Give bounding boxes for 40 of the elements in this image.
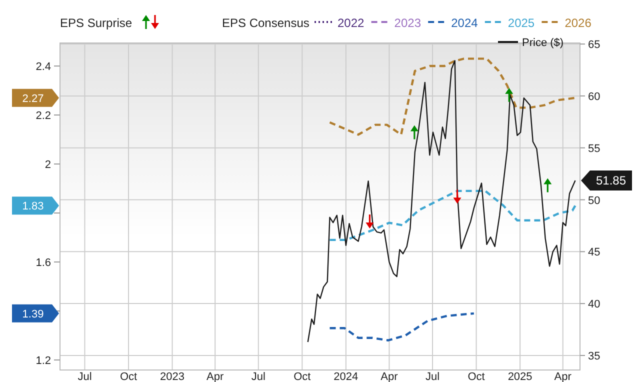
x-tick-label: 2023 <box>160 371 185 382</box>
x-tick-label: Oct <box>468 371 485 382</box>
y-tick-label: 2.2 <box>36 110 51 122</box>
legend-label: 2026 <box>564 16 592 30</box>
line-series <box>307 60 576 343</box>
y-tick-label: 2 <box>44 159 51 171</box>
legend-title: EPS Consensus <box>222 16 310 30</box>
y2-tick-label: 45 <box>588 246 600 259</box>
line-series <box>328 312 476 342</box>
y2-tick-label: 40 <box>588 298 600 311</box>
y2-tick-label: 60 <box>588 90 600 103</box>
data-label: 51.85 <box>596 174 626 188</box>
x-tick-label: Oct <box>294 371 311 382</box>
x-tick-label: Apr <box>554 371 572 382</box>
legend-label: Price ($) <box>522 37 564 49</box>
legend-label: 2023 <box>394 16 422 30</box>
y-tick-label: 1.6 <box>36 256 51 269</box>
x-tick-label: Apr <box>206 371 224 382</box>
legend-label: 2025 <box>508 16 535 30</box>
y2-tick-label: 50 <box>588 194 600 207</box>
x-tick-label: Oct <box>120 371 138 382</box>
text: EPS Surprise <box>60 16 132 30</box>
legend-label: 2024 <box>451 16 478 30</box>
y2-tick-label: 35 <box>588 350 600 362</box>
legend-label: 2022 <box>338 16 365 30</box>
text: 1.83 <box>22 200 44 213</box>
x-tick-label: 2024 <box>334 371 358 382</box>
y-tick-label: 1.2 <box>36 354 51 367</box>
y2-tick-label: 65 <box>588 39 600 52</box>
y-tick-label: 2.4 <box>36 61 51 74</box>
line-series <box>328 190 576 242</box>
x-tick-label: 2025 <box>508 371 532 382</box>
x-tick-label: Jul <box>78 371 92 382</box>
line-series <box>328 58 576 136</box>
text: 2.27 <box>22 92 44 105</box>
x-tick-label: Jul <box>425 371 440 382</box>
text: 1.39 <box>22 308 44 320</box>
x-tick-label: Jul <box>251 371 266 382</box>
x-tick-label: Apr <box>380 371 398 382</box>
y2-tick-label: 55 <box>588 142 600 155</box>
